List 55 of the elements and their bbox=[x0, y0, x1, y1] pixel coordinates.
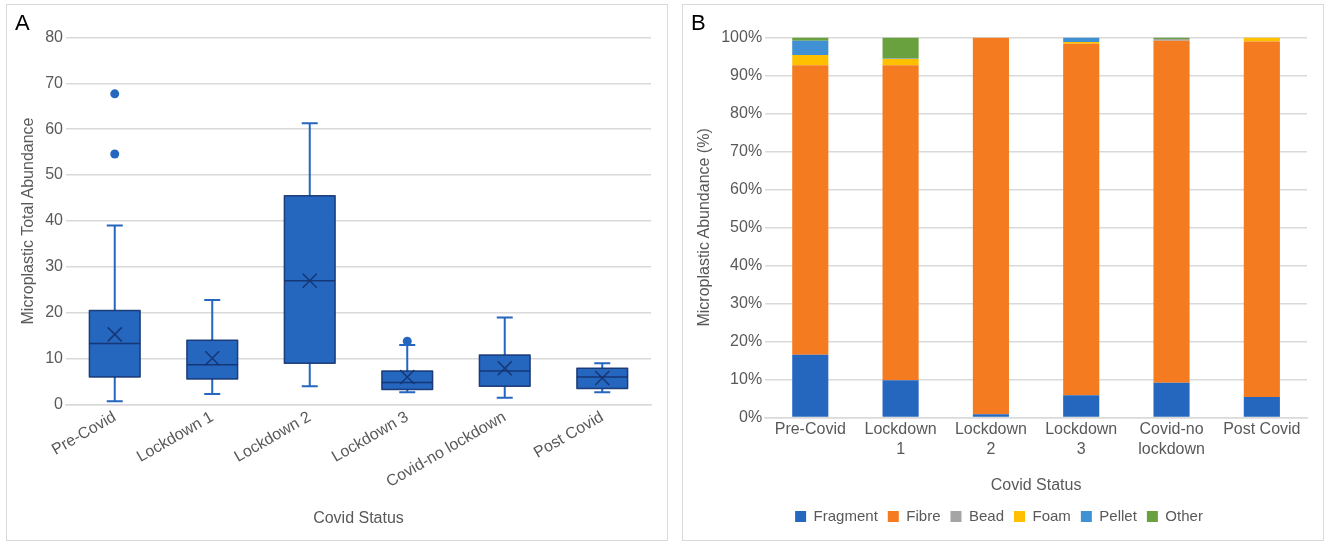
y-tick-label: 80 bbox=[45, 27, 64, 45]
y-tick-label: 70 bbox=[45, 73, 64, 91]
y-tick-label: 60 bbox=[45, 119, 64, 137]
y-tick-label: 20% bbox=[730, 331, 763, 349]
bar bbox=[792, 354, 829, 417]
bar bbox=[1153, 40, 1190, 383]
x-tick-label: Post Covid bbox=[1223, 420, 1301, 438]
bar bbox=[1063, 395, 1100, 417]
x-tick-label: Lockdown 3 bbox=[1045, 420, 1118, 457]
x-tick-label: Covid-no lockdown bbox=[1138, 420, 1205, 457]
y-tick-label: 50 bbox=[45, 165, 64, 183]
x-tick-label: Lockdown 1 bbox=[864, 420, 937, 457]
y-tick-label: 0% bbox=[739, 407, 763, 425]
y-tick-label: 60% bbox=[730, 179, 763, 197]
x-tick-label: Lockdown 2 bbox=[954, 420, 1027, 457]
y-tick-label: 70% bbox=[730, 141, 763, 159]
bar bbox=[882, 58, 919, 66]
y-tick-label: 20 bbox=[45, 303, 64, 321]
legend-label: Other bbox=[1165, 506, 1203, 524]
chart-title: A bbox=[15, 10, 30, 36]
x-tick-label: Pre-Covid bbox=[774, 420, 846, 438]
legend-label: Fibre bbox=[906, 506, 941, 524]
bar bbox=[1243, 37, 1280, 42]
y-tick-label: 50% bbox=[730, 217, 763, 235]
bar bbox=[792, 65, 829, 355]
y-tick-label: 0 bbox=[54, 394, 64, 412]
chart-title: B bbox=[691, 10, 706, 36]
y-tick-label: 10% bbox=[730, 369, 763, 387]
legend-label: Fragment bbox=[813, 506, 879, 524]
bar bbox=[1243, 41, 1280, 397]
bar bbox=[1153, 382, 1190, 417]
legend-label: Bead bbox=[968, 506, 1005, 524]
y-tick-label: 90% bbox=[730, 65, 763, 83]
y-tick-label: 10 bbox=[45, 349, 64, 367]
x-axis-title: Covid Status bbox=[313, 508, 404, 526]
bar bbox=[882, 37, 919, 58]
bar bbox=[792, 40, 829, 55]
legend-label: Pellet bbox=[1099, 506, 1138, 524]
bar bbox=[972, 414, 1009, 417]
y-tick-label: 40% bbox=[730, 255, 763, 273]
bar bbox=[972, 37, 1009, 415]
y-tick-label: 30% bbox=[730, 293, 763, 311]
bar bbox=[882, 380, 919, 417]
y-tick-label: 40 bbox=[45, 211, 64, 229]
y-tick-label: 100% bbox=[721, 27, 763, 45]
y-axis-title: Microplastic Abundance (%) bbox=[695, 128, 713, 327]
y-axis-title: Microplastic Total Abundance bbox=[19, 117, 37, 325]
x-axis-title: Covid Status bbox=[990, 475, 1082, 493]
bar bbox=[1063, 43, 1100, 396]
y-tick-label: 80% bbox=[730, 103, 763, 121]
bar bbox=[882, 65, 919, 381]
y-tick-label: 30 bbox=[45, 257, 64, 275]
legend-label: Foam bbox=[1032, 506, 1071, 524]
bar bbox=[1243, 396, 1280, 417]
bar bbox=[792, 54, 829, 66]
